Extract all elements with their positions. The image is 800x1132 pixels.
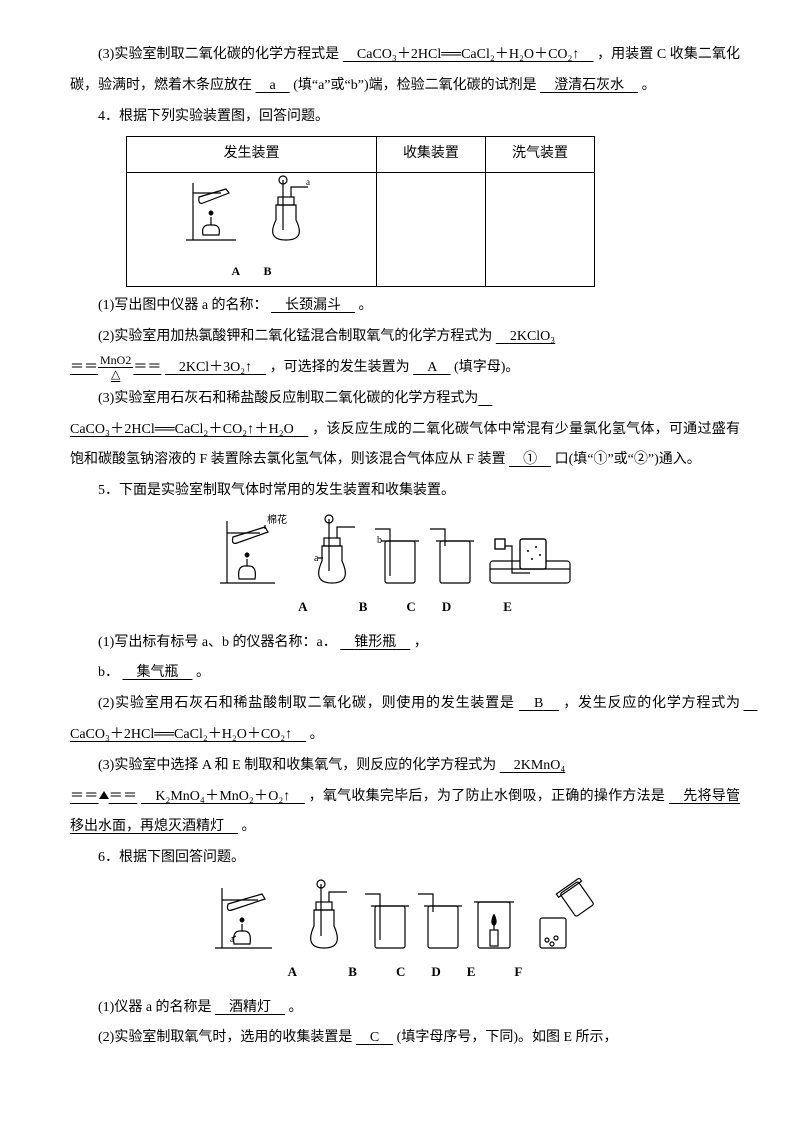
- q3-3: (3)实验室制取二氧化碳的化学方程式是 CaCO₃＋2HCl══CaCl₂＋H₂…: [70, 40, 740, 102]
- q4-th-2: 收集装置: [376, 137, 485, 173]
- q5-3-line2: ＝＝＝＝ K₂MnO₄＋MnO₂＋O₂↑ ，氧气收集完毕后，为了防止水倒吸，正确…: [70, 782, 740, 844]
- q6-figure: a: [70, 878, 740, 956]
- q4-title: 4．根据下列实验装置图，回答问题。: [70, 102, 740, 133]
- q5-3-eq1: 2KMnO₄: [500, 758, 566, 773]
- q5-3-line1: (3)实验室中选择 A 和 E 制取和收集氧气，则反应的化学方程式为 2KMnO…: [70, 751, 740, 782]
- q4-2-ans: A: [413, 360, 450, 375]
- q5-2: (2)实验室用石灰石和稀盐酸制取二氧化碳，则使用的发生装置是 B ，发生反应的化…: [70, 689, 740, 751]
- svg-text:b: b: [377, 535, 382, 546]
- q6-title: 6．根据下图回答问题。: [70, 843, 740, 874]
- q4-2-line2: ＝＝MnO2△＝＝ 2KCl＋3O₂↑ ，可选择的发生装置为 A (填字母)。: [70, 353, 740, 384]
- q3-3-text-c: (填“a”或“b”)端，检验二氧化碳的试剂是: [293, 78, 536, 93]
- q4-3-a: (3)实验室用石灰石和稀盐酸反应制取二氧化碳的化学方程式为: [70, 384, 740, 415]
- q6-apparatus-row: a: [210, 878, 600, 956]
- q4-2-eq2: 2KCl＋3O₂↑: [165, 360, 266, 375]
- q6-labels: A B C D E F: [70, 958, 740, 987]
- svg-text:a: a: [230, 934, 234, 944]
- q4-td-3: [485, 173, 594, 287]
- q3-3-eq: CaCO₃＋2HCl══CaCl₂＋H₂O＋CO₂↑: [343, 47, 594, 62]
- q6-1: (1)仪器 a 的名称是 酒精灯 。: [70, 993, 740, 1024]
- q3-3-text-a: (3)实验室制取二氧化碳的化学方程式是: [98, 47, 339, 62]
- q5-labels: A B C D E: [70, 593, 740, 622]
- q4-img-labels: A B: [131, 258, 372, 284]
- q5-2-ans: B: [519, 696, 559, 711]
- q4-th-3: 洗气装置: [485, 137, 594, 173]
- q6-2: (2)实验室制取氧气时，选用的收集装置是 C (填字母序号，下同)。如图 E 所…: [70, 1023, 740, 1054]
- q4-device-table: 发生装置 收集装置 洗气装置: [126, 136, 595, 287]
- q5-1-line1: (1)写出标有标号 a、b 的仪器名称：a． 锥形瓶 ，: [70, 628, 740, 659]
- q6-1-ans: 酒精灯: [215, 1000, 285, 1015]
- q4-th-1: 发生装置: [127, 137, 377, 173]
- q4-2-eq1: 2KClO₃: [496, 329, 555, 344]
- q5-title: 5．下面是实验室制取气体时常用的发生装置和收集装置。: [70, 476, 740, 507]
- q5-1-line2: b． 集气瓶 。: [70, 658, 740, 689]
- q4-apparatus-ab: a: [181, 175, 321, 245]
- q3-3-ans-a: a: [256, 78, 290, 93]
- q5-figure: 棉花 a b: [70, 511, 740, 591]
- q4-1-ans: 长颈漏斗: [271, 298, 355, 313]
- svg-text:a: a: [306, 177, 310, 187]
- q4-1: (1)写出图中仪器 a 的名称： 长颈漏斗 。: [70, 291, 740, 322]
- q4-td-img: a A B: [127, 173, 377, 287]
- q4-3-eq: CaCO₃＋2HCl══CaCl₂＋CO₂↑＋H₂O ，该反应生成的二氧化碳气体…: [70, 415, 740, 477]
- q4-2-line1: (2)实验室用加热氯酸钾和二氧化锰混合制取氧气的化学方程式为 2KClO₃: [70, 322, 740, 353]
- q4-td-2: [376, 173, 485, 287]
- q3-3-ans-b: 澄清石灰水: [540, 78, 638, 93]
- q5-1-ans-a: 锥形瓶: [340, 635, 410, 650]
- q6-2-ans: C: [356, 1030, 393, 1045]
- q4-3-ans: ①: [509, 452, 551, 467]
- svg-text:棉花: 棉花: [267, 513, 287, 526]
- q5-3-eq2: K₂MnO₄＋MnO₂＋O₂↑: [141, 789, 305, 804]
- q5-apparatus-row: 棉花 a b: [215, 511, 595, 591]
- q5-1-ans-b: 集气瓶: [123, 665, 193, 680]
